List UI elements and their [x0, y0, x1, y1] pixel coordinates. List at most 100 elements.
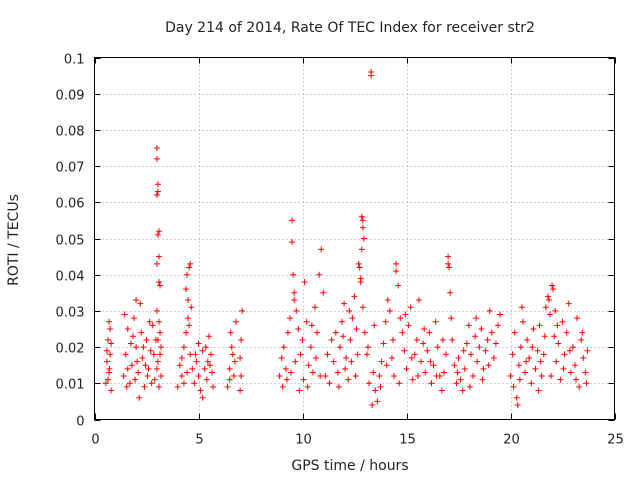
- data-point: [133, 297, 140, 304]
- data-point: [137, 300, 144, 307]
- data-point: [465, 322, 472, 329]
- data-point: [544, 293, 551, 300]
- data-point: [153, 155, 160, 162]
- data-point: [185, 315, 192, 322]
- data-point: [144, 373, 151, 380]
- data-point: [376, 373, 383, 380]
- data-point: [383, 362, 390, 369]
- data-point: [187, 260, 194, 267]
- y-tick-label: 0.09: [56, 89, 85, 104]
- data-point: [470, 373, 477, 380]
- data-point: [538, 373, 545, 380]
- data-point: [430, 362, 437, 369]
- data-point: [547, 311, 554, 318]
- data-point: [472, 333, 479, 340]
- data-point: [192, 351, 199, 358]
- data-point: [226, 365, 233, 372]
- data-point: [124, 326, 131, 332]
- data-point: [195, 373, 202, 380]
- data-point: [154, 188, 161, 195]
- data-point: [511, 329, 518, 336]
- data-point: [199, 394, 206, 401]
- data-point: [359, 217, 366, 224]
- data-point: [352, 373, 359, 380]
- data-point: [203, 376, 210, 383]
- data-point: [290, 271, 297, 278]
- data-point: [126, 380, 133, 387]
- data-point: [226, 376, 233, 383]
- data-point: [426, 329, 433, 336]
- data-point: [201, 365, 208, 372]
- data-point: [107, 326, 114, 332]
- data-point: [324, 351, 331, 358]
- data-point: [459, 387, 466, 394]
- data-point: [573, 376, 580, 383]
- data-point: [304, 383, 311, 390]
- data-point: [371, 322, 378, 329]
- data-point: [446, 264, 453, 271]
- x-axis: 0 5 10 15 20 25: [91, 57, 624, 448]
- data-point: [555, 340, 562, 347]
- data-point: [289, 239, 296, 246]
- data-point: [578, 336, 585, 343]
- data-point: [146, 318, 153, 325]
- data-point: [154, 231, 161, 238]
- data-point: [154, 358, 161, 365]
- data-point: [443, 351, 450, 358]
- data-point: [432, 318, 439, 325]
- data-point: [550, 286, 557, 293]
- data-point: [103, 347, 110, 354]
- data-point: [283, 376, 290, 383]
- data-point: [158, 344, 165, 351]
- data-point: [395, 282, 402, 289]
- data-point: [405, 322, 412, 329]
- data-point: [193, 358, 200, 365]
- data-point: [526, 354, 533, 361]
- data-point: [523, 358, 530, 365]
- data-point: [461, 365, 468, 372]
- data-point: [309, 369, 316, 376]
- data-point: [519, 318, 526, 325]
- data-point: [553, 358, 560, 365]
- data-point: [346, 307, 353, 314]
- data-point: [482, 347, 489, 354]
- data-point: [207, 351, 214, 358]
- data-point: [340, 333, 347, 340]
- data-point: [391, 373, 398, 380]
- data-point: [183, 286, 190, 293]
- data-point: [284, 329, 291, 336]
- data-point: [356, 264, 363, 271]
- data-point: [278, 354, 285, 361]
- data-point: [293, 307, 300, 314]
- data-point: [237, 387, 244, 394]
- data-point: [237, 354, 244, 361]
- data-point: [480, 365, 487, 372]
- data-point: [474, 358, 481, 365]
- y-tick-label: 0.04: [56, 270, 85, 285]
- data-point: [451, 362, 458, 369]
- data-point: [548, 373, 555, 380]
- data-point: [238, 336, 245, 343]
- data-point: [382, 318, 389, 325]
- y-axis-title: ROTI / TECUs: [6, 194, 22, 286]
- data-point: [103, 358, 110, 365]
- data-point: [495, 322, 502, 329]
- data-point: [380, 340, 387, 347]
- data-point: [574, 315, 581, 322]
- data-point: [413, 336, 420, 343]
- data-point: [195, 340, 202, 347]
- data-point: [343, 354, 350, 361]
- data-point: [339, 318, 346, 325]
- data-point: [153, 365, 160, 372]
- data-point: [467, 351, 474, 358]
- data-point: [318, 246, 325, 253]
- data-point: [476, 344, 483, 351]
- data-point: [155, 383, 162, 390]
- data-point: [473, 315, 480, 322]
- data-point: [184, 369, 191, 376]
- data-point: [199, 347, 206, 354]
- data-point: [389, 336, 396, 343]
- data-point: [322, 373, 329, 380]
- data-point: [106, 365, 113, 372]
